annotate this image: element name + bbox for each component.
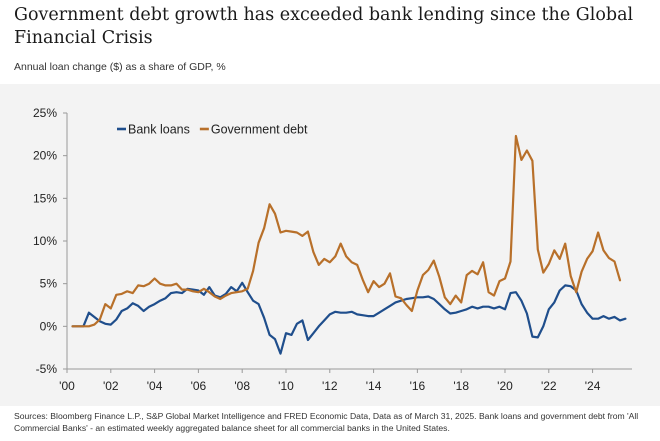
x-tick-label: '10 (278, 379, 294, 393)
y-tick-label: -5% (36, 362, 58, 376)
x-tick-label: '16 (410, 379, 426, 393)
line-chart: -5% 0% 5% 10% 15% 20% 25% '00 '02 '04 '06 '08 '10 '1… (33, 106, 632, 393)
series-line-government-debt (71, 134, 622, 328)
x-tick-label: '18 (453, 379, 469, 393)
x-tick-label: '20 (497, 379, 513, 393)
x-tick-label: '06 (191, 379, 207, 393)
x-tick-label: '22 (541, 379, 557, 393)
y-tick-label: 20% (33, 149, 57, 163)
x-tick-label: '14 (366, 379, 382, 393)
x-tick-label: '04 (147, 379, 163, 393)
y-tick-label: 10% (33, 234, 57, 248)
chart-subtitle: Annual loan change ($) as a share of GDP… (14, 61, 226, 73)
x-tick-label: '08 (234, 379, 250, 393)
y-tick-label: 5% (40, 277, 58, 291)
legend: Bank loans Government debt (117, 123, 308, 137)
y-tick-label: 25% (33, 106, 57, 120)
x-tick-label: '02 (103, 379, 119, 393)
chart-title: Government debt growth has exceeded bank… (14, 5, 634, 48)
x-tick-label: '24 (585, 379, 601, 393)
legend-label: Government debt (211, 123, 308, 137)
y-axis: -5% 0% 5% 10% 15% 20% 25% (33, 106, 68, 376)
series-layer (71, 134, 627, 355)
y-tick-label: 0% (40, 319, 58, 333)
series-line-bank-loans (71, 281, 627, 355)
x-tick-label: '00 (59, 379, 75, 393)
source-note: Sources: Bloomberg Finance L.P., S&P Glo… (14, 411, 639, 433)
y-tick-label: 15% (33, 191, 57, 205)
x-axis: '00 '02 '04 '06 '08 '10 '12 '14 '16 '18 '20 '22 '24 (59, 368, 632, 393)
x-tick-label: '12 (322, 379, 338, 393)
chart-panel: -5% 0% 5% 10% 15% 20% 25% '00 '02 '04 '06 '08 '10 '1… (0, 84, 660, 406)
legend-label: Bank loans (128, 123, 190, 137)
